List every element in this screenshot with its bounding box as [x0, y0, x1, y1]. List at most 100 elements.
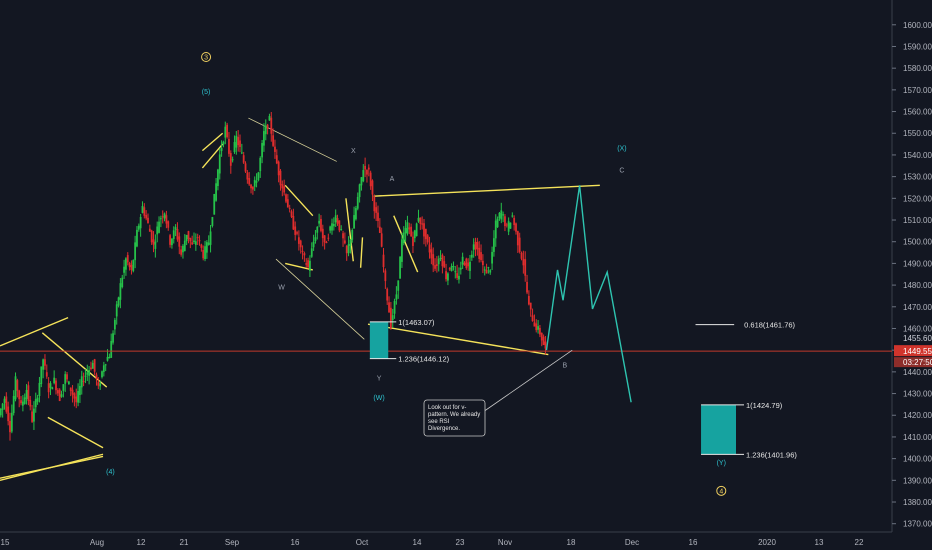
candle-body — [233, 142, 236, 153]
candle-body — [345, 245, 348, 254]
candle-body — [18, 390, 21, 400]
candle-body — [310, 248, 313, 257]
candle-body — [66, 374, 68, 380]
candle-body — [21, 401, 24, 406]
candle-body — [343, 240, 346, 244]
candle-body — [88, 370, 91, 376]
candle-body — [20, 400, 22, 404]
candle-body — [29, 399, 32, 407]
candle-body — [277, 161, 280, 176]
candle-body — [101, 371, 103, 378]
candle-body — [106, 356, 109, 361]
candle-body — [154, 241, 157, 249]
candle-body — [520, 252, 523, 259]
candle-body — [31, 411, 33, 422]
candle-body — [321, 228, 324, 239]
candle-body — [194, 241, 197, 245]
candle-body — [244, 163, 247, 172]
candle-body — [493, 238, 495, 252]
candle-body — [527, 296, 530, 305]
candle-body — [198, 240, 201, 242]
candle-body — [266, 124, 269, 129]
wave-label: (5) — [202, 89, 211, 96]
candle-body — [217, 169, 219, 187]
callout-box[interactable] — [423, 399, 486, 437]
wave-labels: 3 (5) X A W Y (W) (4) (X) C B (Y) 4 — [106, 51, 727, 496]
time-tick-label: Oct — [356, 538, 369, 547]
candle-body — [97, 382, 100, 386]
time-tick-label: 18 — [567, 538, 576, 547]
candle-body — [36, 397, 39, 402]
candle-body — [439, 257, 442, 260]
candle-body — [384, 270, 387, 282]
price-tick-label: 1400.00 — [903, 455, 932, 464]
fib-target-box[interactable] — [701, 404, 736, 455]
candle-body — [437, 258, 440, 265]
callout-text: pattern. We already — [428, 412, 480, 418]
candle-body — [467, 262, 470, 267]
price-tick-label: 1510.00 — [903, 216, 932, 225]
candle-body — [434, 265, 436, 269]
candle-body — [340, 229, 343, 231]
price-axis[interactable]: 1600.00 1590.00 1580.00 1570.00 1560.00 1550.… — [892, 21, 932, 529]
candle-body — [342, 233, 344, 239]
candle-body — [480, 252, 482, 261]
candle-body — [150, 230, 153, 243]
candle-body — [489, 270, 492, 273]
candle-body — [459, 267, 462, 270]
candle-body — [161, 216, 164, 218]
candle-body — [386, 288, 389, 301]
time-axis[interactable]: 15 Aug 12 21 Sep 16 Oct 14 23 Nov 18 Dec 16 2020 13 22 — [1, 538, 864, 547]
trendline — [0, 455, 104, 479]
candle-body — [498, 212, 501, 219]
candle-body — [182, 245, 184, 253]
candle-body — [329, 226, 332, 231]
candle-body — [62, 384, 65, 391]
candle-body — [448, 267, 451, 270]
fib-level-label: 1.236(1401.96) — [746, 450, 797, 459]
candle-body — [7, 406, 10, 422]
candle-body — [90, 367, 92, 370]
time-tick-label: 22 — [855, 538, 864, 547]
candle-body — [465, 258, 468, 269]
callout-text: Look out for v- — [428, 405, 466, 411]
wave-label: 3 — [204, 54, 208, 61]
candle-body — [470, 254, 473, 258]
candle-body — [524, 259, 527, 276]
fib-target-box[interactable] — [369, 321, 389, 359]
price-tick-label: 1520.00 — [903, 194, 932, 203]
candle-body — [218, 154, 221, 174]
candle-body — [531, 315, 534, 322]
candle-body — [296, 232, 298, 234]
candle-body — [27, 385, 30, 401]
candle-body — [242, 155, 245, 163]
price-tick-label: 1550.00 — [903, 129, 932, 138]
candle-body — [91, 362, 94, 369]
candle-body — [73, 393, 76, 399]
candle-body — [139, 216, 142, 229]
candle-body — [500, 210, 503, 220]
candle-body — [435, 264, 438, 267]
current-price-badge — [894, 345, 932, 357]
candle-body — [25, 389, 28, 399]
time-tick-label: 15 — [1, 538, 10, 547]
price-tick-label: 1410.00 — [903, 433, 932, 442]
candle-body — [71, 389, 74, 395]
trendline — [284, 184, 314, 217]
wave-label: 4 — [719, 488, 723, 495]
candle-body — [163, 213, 166, 219]
trendline — [285, 262, 313, 271]
candle-body — [117, 297, 120, 306]
candle-body — [110, 340, 113, 358]
candle-body — [483, 269, 486, 271]
trendline — [373, 184, 600, 197]
candle-body — [424, 228, 427, 240]
time-tick-label: 16 — [291, 538, 300, 547]
candle-body — [450, 266, 453, 272]
fib-level-label: 1(1424.79) — [746, 401, 783, 410]
candle-body — [415, 223, 418, 237]
candle-body — [454, 271, 457, 273]
time-tick-label: Nov — [498, 538, 512, 547]
